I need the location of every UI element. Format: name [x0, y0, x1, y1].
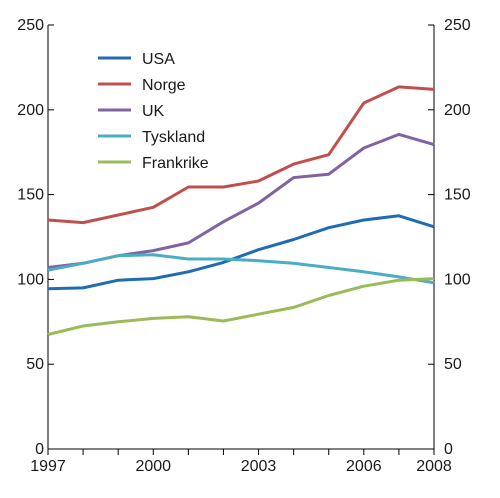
- x-tick-label: 2003: [241, 458, 277, 475]
- legend-label-usa: USA: [142, 51, 175, 68]
- x-tick-label: 2008: [416, 458, 452, 475]
- chart-legend: USA Norge UK Tyskland Frankrike: [98, 51, 209, 172]
- x-tick-label: 2000: [135, 458, 171, 475]
- x-tick-label: 1997: [30, 458, 66, 475]
- legend-label-frankrike: Frankrike: [142, 155, 209, 172]
- y-tick-label-right: 150: [444, 187, 471, 204]
- x-tick-label: 2006: [346, 458, 382, 475]
- y-tick-label-right: 250: [444, 17, 471, 34]
- y-tick-label-right: 100: [444, 271, 471, 288]
- y-tick-label-left: 250: [17, 17, 44, 34]
- chart-axes: 0 0 50 50 100 100 150 150 200 200 250 250 1997 2000 20…: [17, 17, 471, 475]
- legend-label-uk: UK: [142, 103, 165, 120]
- series-line-usa: [47, 214, 435, 291]
- y-tick-label-left: 0: [35, 441, 44, 458]
- legend-label-tyskland: Tyskland: [142, 129, 205, 146]
- y-tick-label-left: 200: [17, 102, 44, 119]
- y-tick-label-right: 200: [444, 102, 471, 119]
- y-tick-label-right: 0: [444, 441, 453, 458]
- series-line-frankrike: [47, 277, 435, 336]
- chart-series: [47, 85, 435, 336]
- y-tick-label-left: 150: [17, 187, 44, 204]
- y-tick-label-left: 50: [26, 356, 44, 373]
- series-line-uk: [47, 132, 435, 269]
- series-line-norge: [47, 85, 435, 225]
- y-tick-label-right: 50: [444, 356, 462, 373]
- legend-label-norge: Norge: [142, 77, 186, 94]
- y-tick-label-left: 100: [17, 271, 44, 288]
- series-line-tyskland: [47, 253, 435, 285]
